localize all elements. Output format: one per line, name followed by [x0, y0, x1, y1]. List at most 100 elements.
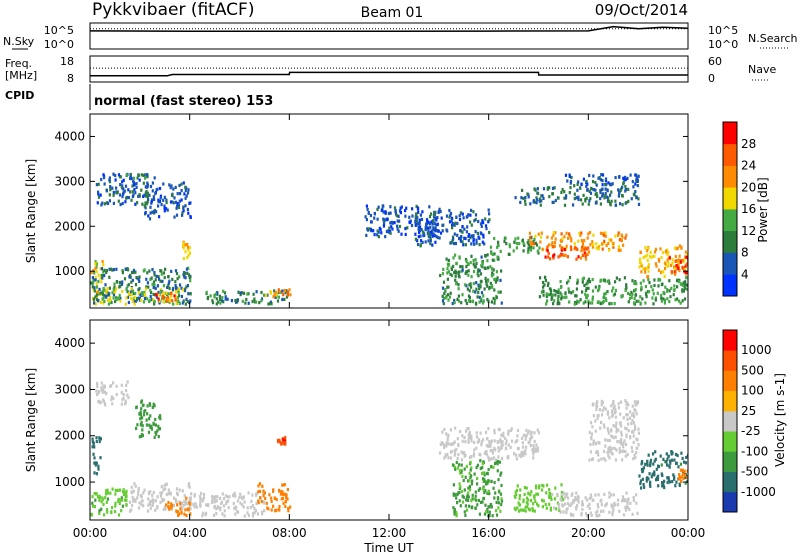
power-cell — [178, 183, 181, 188]
power-cell — [168, 299, 171, 303]
power-cell — [138, 279, 141, 283]
power-cell — [103, 176, 106, 180]
power-cell — [662, 290, 665, 295]
power-cell — [467, 213, 470, 217]
power-cell — [570, 291, 573, 295]
power-cell — [520, 196, 523, 200]
power-cell — [491, 252, 494, 257]
power-cell — [526, 241, 529, 245]
velocity-cell — [602, 406, 606, 410]
colorbar-swatch — [723, 165, 737, 188]
velocity-cell — [623, 439, 626, 443]
power-cell — [185, 194, 188, 198]
power-cell — [480, 224, 483, 228]
power-cell — [187, 266, 190, 270]
power-cell — [219, 301, 222, 305]
velocity-cell — [476, 476, 479, 481]
power-cell — [112, 191, 116, 195]
power-cell — [567, 236, 570, 240]
velocity-cell — [487, 458, 491, 462]
power-cell — [479, 272, 483, 276]
velocity-cell — [592, 440, 595, 444]
velocity-cell — [499, 509, 502, 513]
velocity-cell — [523, 451, 526, 455]
power-cell — [489, 245, 492, 249]
power-cell — [522, 249, 525, 253]
power-cell — [505, 242, 508, 246]
velocity-cell — [453, 508, 456, 512]
velocity-cell — [461, 434, 464, 438]
velocity-cell — [198, 494, 202, 499]
power-cell — [95, 291, 98, 295]
velocity-cell — [484, 480, 487, 484]
velocity-cell — [597, 493, 600, 497]
power-cell — [461, 212, 464, 216]
velocity-cell — [577, 495, 580, 499]
velocity-cell — [619, 412, 622, 416]
power-cell — [684, 283, 687, 287]
power-cell — [647, 246, 650, 250]
velocity-cell — [134, 498, 137, 502]
velocity-cell — [140, 420, 143, 425]
power-cell — [174, 298, 177, 302]
power-cell — [581, 248, 584, 252]
power-cell — [645, 293, 648, 297]
power-cell — [543, 283, 546, 287]
power-cell — [615, 276, 618, 280]
power-cell — [213, 295, 216, 299]
power-cell — [146, 191, 149, 195]
power-cell — [534, 241, 537, 245]
velocity-cell — [110, 397, 113, 402]
velocity-cell — [277, 489, 281, 493]
power-cell — [125, 196, 128, 200]
velocity-cell — [109, 384, 112, 389]
freq-lines — [90, 67, 688, 77]
power-cell — [150, 200, 153, 204]
power-cell — [132, 176, 136, 180]
velocity-cell — [529, 493, 532, 497]
velocity-cell — [94, 463, 97, 467]
power-cell — [682, 283, 685, 288]
velocity-cell — [473, 472, 476, 476]
power-cell — [588, 301, 592, 305]
power-cell — [598, 176, 601, 180]
power-cell — [553, 289, 556, 293]
velocity-cell — [482, 471, 485, 475]
velocity-cell — [565, 494, 568, 498]
power-cell — [660, 293, 663, 297]
velocity-cell — [201, 514, 204, 518]
power-cell — [487, 299, 490, 303]
velocity-cell — [467, 438, 470, 442]
power-cell — [676, 246, 679, 250]
power-cell — [151, 189, 154, 193]
power-cell — [182, 206, 185, 210]
power-cell — [428, 215, 432, 219]
power-cell — [486, 279, 490, 283]
power-cell — [676, 297, 679, 301]
velocity-cell — [631, 413, 634, 417]
velocity-cell — [504, 436, 507, 440]
velocity-cell — [467, 479, 470, 483]
power-cell — [610, 183, 613, 187]
velocity-cell — [256, 512, 260, 516]
power-cell — [205, 290, 208, 294]
velocity-cell — [536, 428, 539, 432]
power-cell — [128, 275, 131, 279]
velocity-cell — [639, 479, 642, 483]
power-cell — [517, 236, 520, 240]
power-cell — [373, 216, 376, 220]
velocity-cell — [486, 481, 489, 485]
power-cell — [574, 294, 577, 298]
power-cell — [612, 245, 615, 249]
power-cell — [552, 231, 555, 235]
power-cell — [584, 246, 587, 250]
noise-line-n-sky — [89, 25, 689, 33]
velocity-cell — [183, 500, 186, 504]
velocity-cell — [259, 496, 262, 500]
power-cell — [288, 288, 291, 292]
power-cell — [117, 173, 121, 177]
power-cell — [162, 284, 166, 288]
velocity-cell — [541, 505, 544, 509]
velocity-cell — [674, 452, 678, 457]
power-cell — [541, 194, 544, 198]
